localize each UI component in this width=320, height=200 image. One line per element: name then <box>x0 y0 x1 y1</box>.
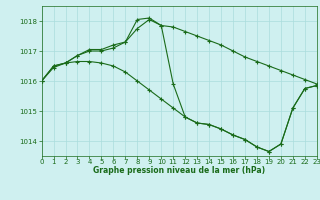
X-axis label: Graphe pression niveau de la mer (hPa): Graphe pression niveau de la mer (hPa) <box>93 166 265 175</box>
